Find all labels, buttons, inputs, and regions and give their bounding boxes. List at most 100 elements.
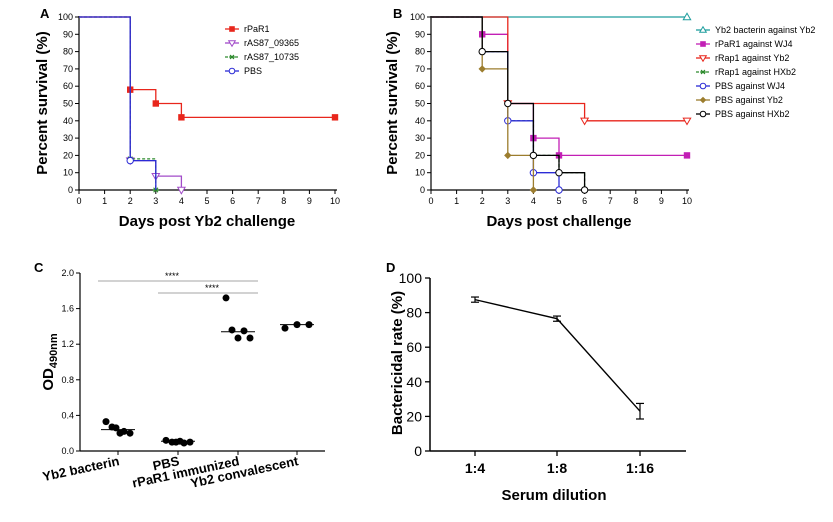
panel-c-ylabel: OD490nm (40, 333, 60, 391)
panel-b: B Percent survival (%) Days post challen… (384, 6, 815, 230)
panel-b-letter: B (393, 6, 402, 21)
b-series-marker-6 (580, 186, 589, 194)
d-ytick-label: 0 (414, 443, 422, 459)
c-data-point (126, 429, 134, 437)
b-legend-label-6: PBS against HXb2 (715, 109, 790, 119)
c-significance-label: **** (205, 283, 220, 293)
b-series-marker-6 (555, 169, 563, 177)
a-ytick-label: 100 (58, 12, 73, 22)
b-series-marker-5 (478, 65, 486, 73)
c-data-point (293, 321, 301, 329)
b-series-marker-4 (555, 186, 563, 194)
b-series-marker-1 (683, 152, 691, 159)
c-data-point (112, 424, 120, 432)
b-series-line-6 (431, 16, 586, 190)
c-ytick-label: 0.0 (61, 446, 74, 456)
a-legend-marker-3 (228, 67, 236, 75)
b-legend-marker-5 (699, 96, 707, 104)
panel-c-points (101, 294, 314, 447)
b-series-marker-6 (529, 151, 538, 160)
a-legend-label-0: rPaR1 (244, 24, 270, 34)
d-ytick-label: 60 (406, 339, 422, 355)
b-ytick-label: 30 (415, 133, 425, 143)
panel-d-letter: D (386, 260, 395, 275)
panel-a-xlabel: Days post Yb2 challenge (119, 213, 295, 230)
panel-a-ylabel: Percent survival (%) (34, 31, 51, 174)
c-data-point (281, 324, 289, 332)
b-xtick-label: 5 (556, 196, 561, 206)
a-ytick-label: 30 (63, 133, 73, 143)
a-legend-marker-2 (229, 54, 235, 60)
panel-a-series (79, 16, 339, 195)
b-xtick-label: 0 (428, 196, 433, 206)
b-xtick-label: 8 (633, 196, 638, 206)
a-ytick-label: 10 (63, 168, 73, 178)
panel-b-xlabel: Days post challenge (486, 213, 631, 230)
b-series-line-2 (431, 16, 687, 122)
d-error-bar (471, 296, 479, 303)
a-xtick-label: 1 (102, 196, 107, 206)
b-legend-marker-2 (698, 55, 708, 63)
b-legend-marker-3 (700, 69, 706, 75)
a-series-marker-0 (178, 114, 185, 121)
a-series-marker-1 (176, 186, 186, 195)
c-significance-label: **** (165, 271, 180, 281)
b-legend-marker-3-d2 (700, 69, 706, 75)
c-data-point (180, 439, 188, 447)
a-xtick-label: 5 (204, 196, 209, 206)
panel-d-xlabel: Serum dilution (502, 487, 607, 504)
panel-a: A Percent survival (%) Days post Yb2 cha… (34, 6, 340, 230)
b-series-marker-2 (682, 117, 692, 126)
c-data-point (222, 294, 230, 302)
b-series-line-1 (431, 16, 687, 157)
c-data-point (162, 436, 170, 444)
a-series-line-0 (79, 16, 335, 118)
b-legend-marker-0 (698, 25, 708, 33)
c-data-point (246, 334, 254, 342)
b-xtick-label: 10 (682, 196, 692, 206)
b-legend-label-2: rRap1 against Yb2 (715, 53, 789, 63)
panel-c-ylabel-sub: 490nm (48, 333, 60, 368)
a-series-marker-0 (331, 114, 339, 121)
b-legend-label-4: PBS against WJ4 (715, 81, 785, 91)
a-legend-label-2: rAS87_10735 (244, 52, 299, 62)
panel-a-legend: rPaR1 rAS87_09365 rAS87_10735 PBS (225, 24, 299, 76)
b-xtick-label: 9 (659, 196, 664, 206)
a-legend-marker-0 (229, 26, 235, 32)
d-ytick-label: 40 (406, 374, 422, 390)
a-xtick-label: 4 (179, 196, 184, 206)
a-series-marker-3 (126, 156, 134, 165)
c-data-point (120, 427, 128, 435)
c-data-point (228, 326, 236, 334)
a-series-marker-0 (152, 100, 159, 107)
panel-d: D Bactericidal rate (%) Serum dilution 0… (386, 260, 686, 504)
panel-a-letter: A (40, 6, 50, 21)
a-ytick-label: 90 (63, 29, 73, 39)
b-xtick-label: 6 (582, 196, 587, 206)
a-ytick-label: 20 (63, 150, 73, 160)
c-data-point (240, 327, 248, 335)
a-series-line-3 (79, 16, 157, 190)
b-legend-label-5: PBS against Yb2 (715, 95, 783, 105)
c-ytick-label: 0.8 (61, 375, 74, 385)
b-ytick-label: 20 (415, 150, 425, 160)
d-error-bar (553, 315, 561, 322)
a-xtick-label: 10 (330, 196, 340, 206)
panel-b-legend: Yb2 bacterin against Yb2 rPaR1 against WJ… (696, 25, 815, 119)
d-ytick-label: 100 (399, 270, 423, 286)
b-legend-label-0: Yb2 bacterin against Yb2 (715, 25, 815, 35)
a-xtick-label: 0 (76, 196, 81, 206)
a-ytick-label: 50 (63, 99, 73, 109)
a-xtick-label: 6 (230, 196, 235, 206)
panel-c: C OD490nm 0.0 0.4 0.8 1.2 1.6 2.0 Yb2 bacterin… (34, 260, 325, 491)
a-ytick-label: 60 (63, 81, 73, 91)
c-category-label: Yb2 bacterin (41, 453, 120, 484)
d-ytick-label: 80 (406, 305, 422, 321)
a-xtick-label: 3 (153, 196, 158, 206)
c-data-point (234, 334, 242, 342)
b-xtick-label: 7 (608, 196, 613, 206)
panel-d-series (471, 296, 644, 420)
c-ytick-label: 1.2 (61, 339, 74, 349)
